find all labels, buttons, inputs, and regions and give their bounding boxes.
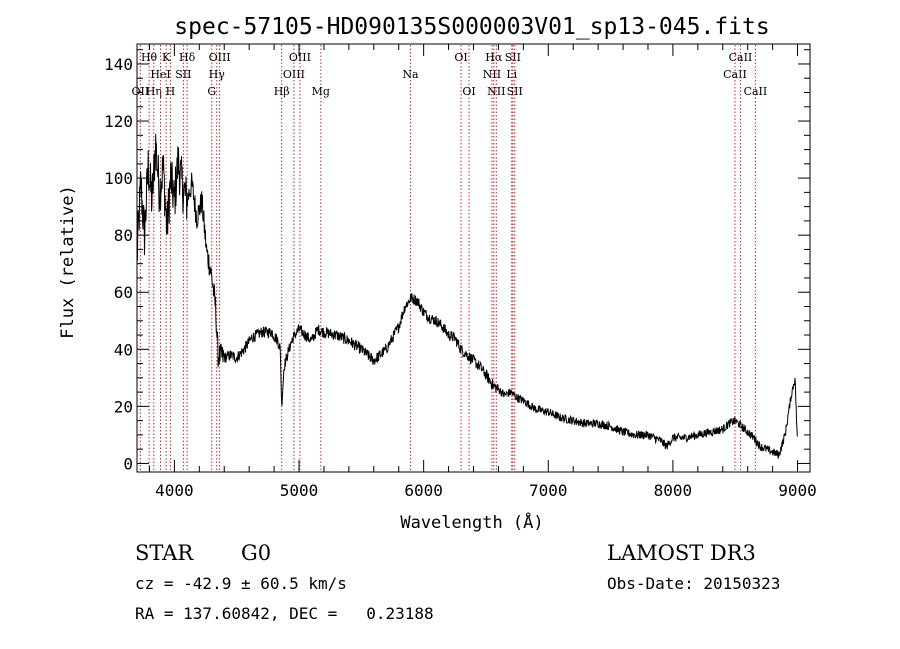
spectral-line-label: OI (462, 85, 475, 98)
spectrum-line (136, 134, 798, 459)
redshift-cz: cz = -42.9 ± 60.5 km/s (135, 574, 347, 593)
spectral-line-label: Hγ (209, 68, 226, 81)
spectral-line-label: OIII (209, 51, 231, 64)
plot-frame (136, 43, 811, 473)
spectral-line-label: Na (402, 68, 419, 81)
y-tick-label: 60 (114, 283, 133, 302)
spectral-line-label: SII (507, 85, 523, 98)
object-class: STAR (135, 541, 194, 565)
x-tick-label: 6000 (404, 481, 443, 500)
x-tick-label: 9000 (778, 481, 817, 500)
spectral-line-label: CaII (744, 85, 768, 98)
spectral-line-label: Hθ (141, 51, 158, 64)
chart-title: spec-57105-HD090135S000003V01_sp13-045.f… (174, 14, 769, 40)
y-axis-ticks: 0 20 40 60 80 100 120 140 (104, 49, 810, 473)
spectral-line-label: G (207, 85, 216, 98)
y-tick-label: 80 (114, 226, 133, 245)
x-tick-label: 4000 (155, 481, 194, 500)
spectral-line-label: Li (506, 68, 517, 81)
y-tick-label: 0 (123, 454, 133, 473)
spectral-line-label: H (166, 85, 176, 98)
x-tick-label: 5000 (280, 481, 319, 500)
x-axis-ticks: 4000 5000 6000 7000 8000 9000 (148, 44, 817, 500)
spectral-line-label: CaII (729, 51, 753, 64)
spectral-line-label: CaII (723, 68, 747, 81)
spectral-line-label: Hα (485, 51, 503, 64)
spectral-line-label: OIII (283, 68, 305, 81)
x-axis-label: Wavelength (Å) (400, 511, 543, 533)
ra-dec: RA = 137.60842, DEC = 0.23188 (135, 604, 434, 623)
spectral-line-label: OIII (289, 51, 311, 64)
x-tick-label: 7000 (529, 481, 568, 500)
y-tick-label: 40 (114, 340, 133, 359)
y-tick-label: 100 (104, 169, 133, 188)
spectral-line-label: OII (132, 85, 150, 98)
spectral-line-label: Hη (146, 85, 162, 98)
spectral-line-label: Hβ (274, 85, 290, 98)
spectral-line-label: Hδ (179, 51, 196, 64)
spectral-line-label: Mg (312, 85, 330, 98)
line-annotations: OII Hθ Hη HeI K H SII Hδ G Hγ OIII Hβ OIII OIII Mg Na OI… (132, 45, 768, 471)
spectral-line-label: HeI (150, 68, 170, 81)
spectral-line-label: SII (175, 68, 191, 81)
observation-date: Obs-Date: 20150323 (607, 574, 780, 593)
spectral-line-label: NII (483, 68, 501, 81)
spectral-line-label: OI (454, 51, 467, 64)
y-tick-label: 20 (114, 397, 133, 416)
survey-name: LAMOST DR3 (607, 541, 756, 565)
object-subclass: G0 (241, 541, 271, 565)
spectral-line-label: NII (487, 85, 505, 98)
y-axis-label: Flux (relative) (58, 185, 78, 339)
x-tick-label: 8000 (654, 481, 693, 500)
y-tick-label: 140 (104, 55, 133, 74)
spectral-line-label: K (162, 51, 171, 64)
y-tick-label: 120 (104, 112, 133, 131)
spectral-line-label: SII (505, 51, 521, 64)
